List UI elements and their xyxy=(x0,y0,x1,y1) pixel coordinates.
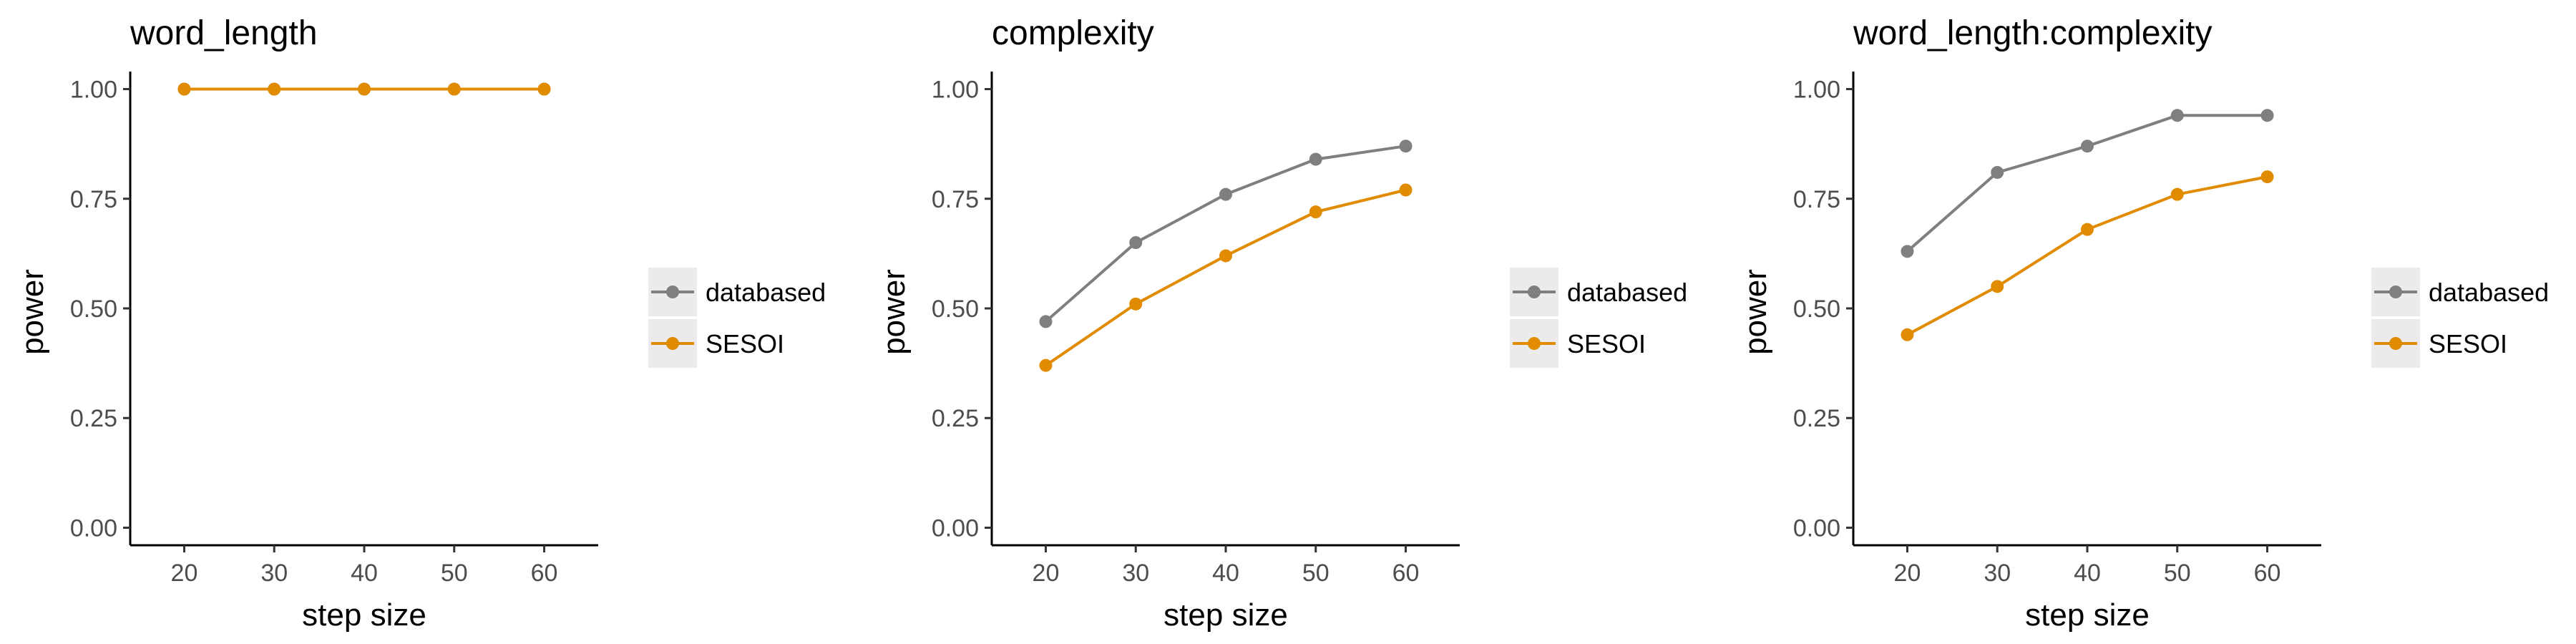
y-tick-label: 0.25 xyxy=(70,405,117,432)
x-tick-label: 50 xyxy=(2164,560,2191,587)
x-axis-title: step size xyxy=(1163,597,1288,633)
legend-label-databased: databased xyxy=(1567,278,1687,307)
data-point-databased xyxy=(2081,140,2094,153)
data-point-sesoi xyxy=(2081,223,2094,236)
legend: databased SESOI xyxy=(1510,268,1687,368)
data-point-databased xyxy=(2260,109,2274,122)
legend-label-databased: databased xyxy=(2429,278,2549,307)
legend-point-sesoi xyxy=(2389,337,2402,350)
x-tick-label: 40 xyxy=(1212,560,1239,587)
y-axis-title: power xyxy=(877,269,912,355)
legend-point-databased xyxy=(2389,286,2402,298)
y-axis-title: power xyxy=(1738,269,1773,355)
panel-title: word_length xyxy=(130,14,318,52)
y-tick-label: 0.00 xyxy=(1793,514,1840,542)
x-tick-label: 20 xyxy=(1033,560,1060,587)
panel-word-length-complexity: word_length:complexity 0.00 0.25 0.50 0.75 1… xyxy=(1738,14,2549,633)
x-tick-label: 30 xyxy=(1984,560,2011,587)
data-point-sesoi xyxy=(2170,187,2184,201)
data-point-sesoi xyxy=(537,82,551,96)
panel-complexity: complexity 0.00 0.25 0.50 0.75 1.00 20 30 40 50 6… xyxy=(877,14,1687,633)
x-axis-title: step size xyxy=(302,597,426,633)
x-tick-label: 50 xyxy=(1302,560,1330,587)
legend-point-databased xyxy=(666,286,679,298)
y-tick-label: 0.75 xyxy=(932,186,979,213)
data-point-sesoi xyxy=(447,82,461,96)
legend-label-sesoi: SESOI xyxy=(706,329,784,358)
data-point-sesoi xyxy=(1991,280,2004,293)
data-point-sesoi xyxy=(268,82,281,96)
data-point-sesoi xyxy=(1901,328,1914,341)
y-tick-label: 0.50 xyxy=(932,296,979,323)
y-tick-label: 0.50 xyxy=(70,296,117,323)
y-tick-label: 0.00 xyxy=(932,514,979,542)
x-axis-title: step size xyxy=(2025,597,2150,633)
data-point-databased xyxy=(1039,315,1053,328)
data-point-sesoi xyxy=(1309,205,1322,219)
x-tick-label: 40 xyxy=(351,560,378,587)
x-tick-label: 20 xyxy=(1894,560,1921,587)
y-tick-label: 0.00 xyxy=(70,514,117,542)
x-tick-label: 30 xyxy=(1122,560,1149,587)
legend-label-databased: databased xyxy=(706,278,826,307)
legend-label-sesoi: SESOI xyxy=(2429,329,2507,358)
y-tick-label: 1.00 xyxy=(1793,77,1840,104)
data-point-databased xyxy=(2170,109,2184,122)
data-point-databased xyxy=(1219,187,1232,201)
legend-point-sesoi xyxy=(666,337,679,350)
y-tick-label: 0.25 xyxy=(1793,405,1840,432)
panel-title: complexity xyxy=(992,14,1154,52)
y-tick-label: 1.00 xyxy=(932,77,979,104)
legend: databased SESOI xyxy=(2371,268,2549,368)
x-tick-label: 50 xyxy=(441,560,468,587)
data-point-databased xyxy=(1309,152,1322,166)
x-tick-label: 30 xyxy=(260,560,288,587)
y-axis-title: power xyxy=(15,269,50,355)
y-tick-label: 1.00 xyxy=(70,77,117,104)
y-tick-label: 0.75 xyxy=(1793,186,1840,213)
panel-word-length: word_length 0.00 0.25 0.50 0.75 1.00 20 30 40 50… xyxy=(15,14,826,633)
data-point-databased xyxy=(1399,140,1413,153)
data-point-sesoi xyxy=(177,82,191,96)
x-tick-label: 60 xyxy=(2254,560,2281,587)
data-point-sesoi xyxy=(1399,183,1413,197)
legend-point-sesoi xyxy=(1528,337,1541,350)
data-point-sesoi xyxy=(358,82,371,96)
data-point-databased xyxy=(1129,236,1143,250)
y-tick-label: 0.75 xyxy=(70,186,117,213)
data-point-sesoi xyxy=(2260,170,2274,184)
data-point-sesoi xyxy=(1129,297,1143,311)
data-point-databased xyxy=(1901,245,1914,258)
x-tick-label: 60 xyxy=(1392,560,1420,587)
legend: databased SESOI xyxy=(648,268,826,368)
x-tick-label: 40 xyxy=(2074,560,2101,587)
data-point-sesoi xyxy=(1039,358,1053,372)
y-tick-label: 0.50 xyxy=(1793,296,1840,323)
plot-area: 0.00 0.25 0.50 0.75 1.00 20 30 40 50 60 xyxy=(70,72,598,587)
plot-area: 0.00 0.25 0.50 0.75 1.00 20 30 40 50 60 xyxy=(1793,72,2321,587)
data-point-databased xyxy=(1991,165,2004,179)
data-point-sesoi xyxy=(1219,249,1232,263)
x-tick-label: 60 xyxy=(531,560,558,587)
legend-point-databased xyxy=(1528,286,1541,298)
y-tick-label: 0.25 xyxy=(932,405,979,432)
plot-area: 0.00 0.25 0.50 0.75 1.00 20 30 40 50 60 xyxy=(932,72,1460,587)
legend-label-sesoi: SESOI xyxy=(1567,329,1646,358)
x-tick-label: 20 xyxy=(171,560,198,587)
panel-title: word_length:complexity xyxy=(1853,14,2212,52)
